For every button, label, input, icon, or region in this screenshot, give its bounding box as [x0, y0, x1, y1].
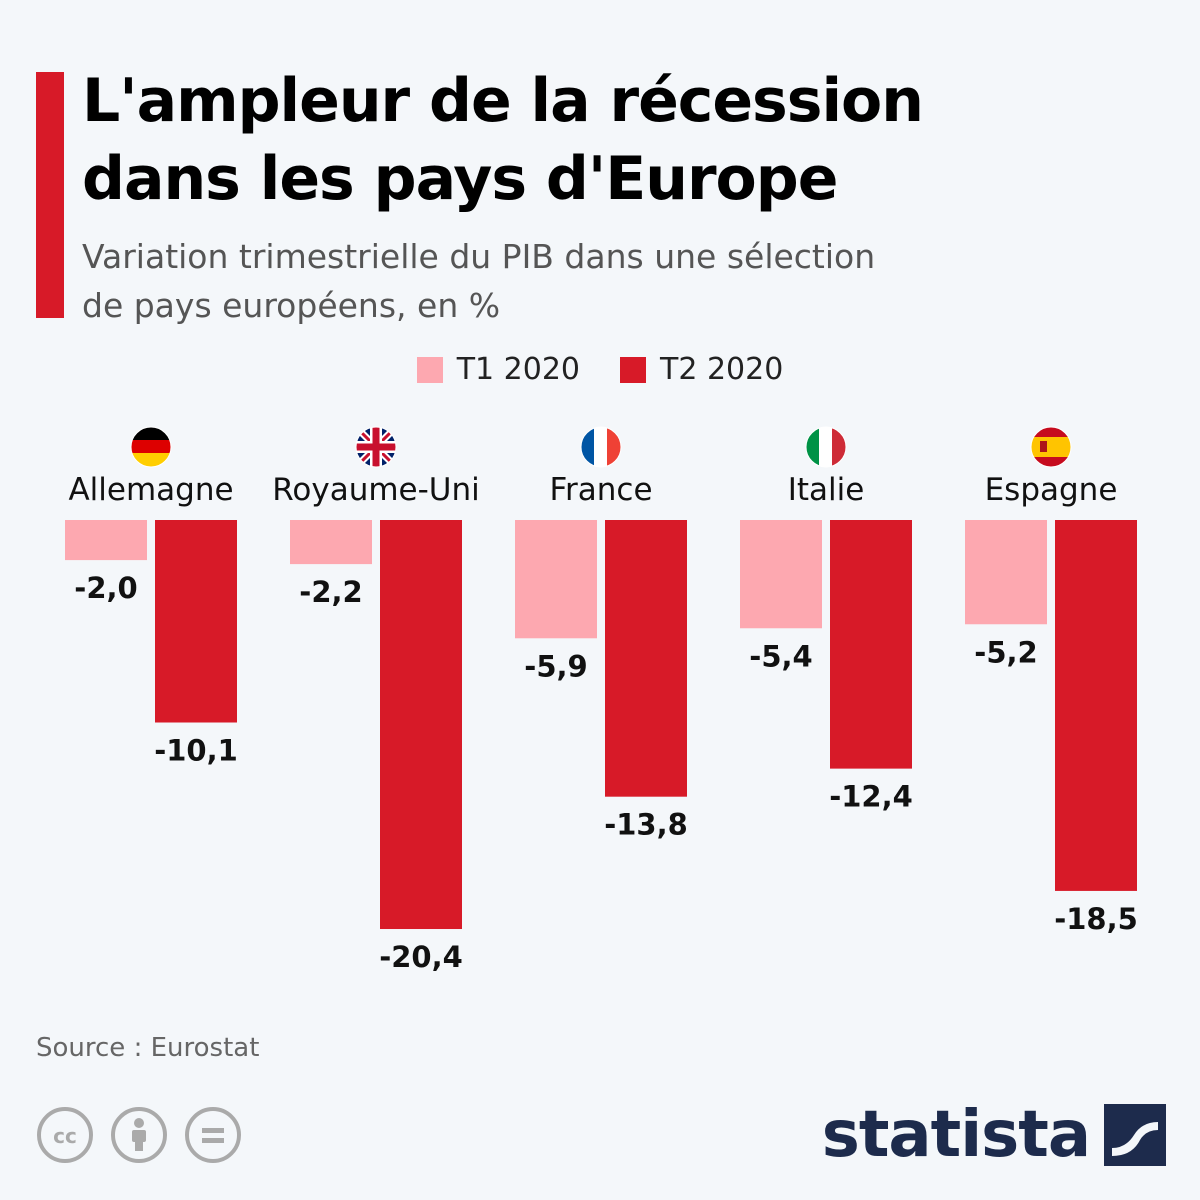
- legend-label-t1: T1 2020: [456, 352, 580, 387]
- data-label: -5,2: [974, 635, 1037, 669]
- flag-spain-icon: [1030, 426, 1072, 468]
- bar-t2: [1055, 520, 1137, 891]
- attribution-icon[interactable]: [110, 1106, 168, 1164]
- data-label: -5,9: [524, 649, 587, 683]
- category-label: Italie: [788, 472, 865, 508]
- bar-t1: [515, 520, 597, 639]
- flag-france-icon: [580, 426, 622, 468]
- data-label: -2,2: [299, 575, 362, 609]
- subtitle-line-2: de pays européens, en %: [82, 286, 501, 325]
- bar-t2: [830, 520, 912, 769]
- bar-t1: [290, 520, 372, 565]
- bar-t1: [740, 520, 822, 629]
- flag-italy-icon: [805, 426, 847, 468]
- statista-logo: statista: [822, 1098, 1166, 1172]
- category-label: Espagne: [985, 472, 1118, 508]
- svg-text:cc: cc: [53, 1124, 77, 1148]
- data-label: -18,5: [1054, 902, 1138, 936]
- legend-label-t2: T2 2020: [660, 352, 784, 387]
- category-label: Allemagne: [68, 472, 233, 508]
- legend-item-t2: T2 2020: [620, 352, 783, 387]
- bar-chart: Allemagne -2,0 -10,1 Royaume-Uni -2,2 -20,4 Fr…: [65, 426, 1138, 974]
- chart-subtitle: Variation trimestrielle du PIB dans une …: [82, 232, 1082, 330]
- bar-t1: [65, 520, 147, 561]
- data-label: -2,0: [74, 571, 137, 605]
- creative-commons-icon[interactable]: cc: [36, 1106, 94, 1164]
- data-label: -12,4: [829, 780, 913, 814]
- data-label: -13,8: [604, 808, 688, 842]
- legend-swatch-t1: [416, 356, 443, 383]
- category-label: Royaume-Uni: [272, 472, 480, 508]
- category-label: France: [549, 472, 652, 508]
- legend-item-t1: T1 2020: [416, 352, 580, 387]
- source-note: Source : Eurostat: [36, 1033, 260, 1063]
- title-line-2: dans les pays d'Europe: [82, 144, 838, 214]
- data-label: -5,4: [749, 639, 812, 673]
- no-derivatives-icon[interactable]: [184, 1106, 242, 1164]
- legend: T1 2020 T2 2020: [0, 352, 1200, 387]
- bar-t2: [155, 520, 237, 723]
- title-line-1: L'ampleur de la récession: [82, 66, 924, 136]
- bar-t2: [605, 520, 687, 797]
- flag-germany-icon: [130, 426, 172, 468]
- bar-t2: [380, 520, 462, 930]
- brand-wordmark: statista: [821, 1098, 1091, 1172]
- bar-t1: [965, 520, 1047, 625]
- flag-uk-icon: [355, 426, 397, 468]
- title-accent-bar: [36, 72, 64, 318]
- statista-mark-icon: [1104, 1104, 1166, 1166]
- subtitle-line-1: Variation trimestrielle du PIB dans une …: [82, 237, 876, 276]
- data-label: -20,4: [379, 940, 463, 974]
- data-label: -10,1: [154, 734, 238, 768]
- chart-title: L'ampleur de la récession dans les pays …: [82, 62, 1132, 218]
- legend-swatch-t2: [620, 356, 646, 383]
- license-icons: cc: [36, 1106, 242, 1164]
